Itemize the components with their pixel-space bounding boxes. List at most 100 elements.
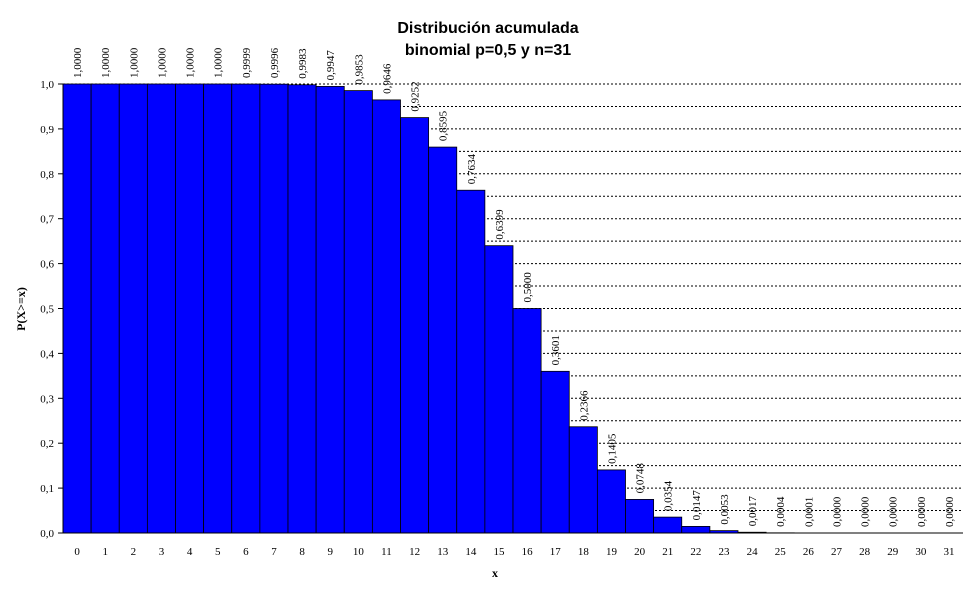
data-label: 0,9996	[269, 47, 281, 78]
chart-title-line-2: binomial p=0,5 y n=31	[405, 42, 571, 59]
x-tick-label: 20	[634, 546, 646, 558]
x-tick-label: 9	[327, 546, 333, 558]
data-label: 0,0000	[888, 496, 900, 527]
data-label: 0,9983	[297, 48, 309, 79]
x-tick-label: 26	[803, 546, 815, 558]
data-label: 0,1405	[606, 433, 618, 464]
x-tick-label: 8	[299, 546, 305, 558]
x-tick-label: 10	[353, 546, 365, 558]
data-label: 0,0017	[747, 495, 759, 526]
data-label: 0,0000	[860, 496, 872, 527]
data-label: 0,9853	[353, 54, 365, 85]
data-label: 0,2366	[578, 390, 590, 421]
x-tick-label: 3	[159, 546, 165, 558]
data-label: 0,6399	[494, 209, 506, 240]
bar	[260, 84, 288, 533]
bar	[372, 100, 400, 533]
x-tick-label: 21	[662, 546, 673, 558]
y-tick-label: 0,8	[40, 169, 54, 181]
bar	[119, 84, 147, 533]
x-tick-label: 0	[74, 546, 80, 558]
bar	[569, 427, 597, 533]
bar	[626, 499, 654, 533]
bar	[232, 84, 260, 533]
x-tick-label: 22	[690, 546, 701, 558]
x-tick-label: 28	[859, 546, 871, 558]
data-label: 0,0053	[719, 494, 731, 525]
x-tick-label: 25	[775, 546, 787, 558]
x-tick-label: 4	[187, 546, 193, 558]
data-label: 0,0147	[691, 490, 703, 521]
data-label: 0,0004	[775, 496, 787, 527]
y-tick-label: 1,0	[40, 79, 54, 91]
y-tick-label: 0,4	[40, 348, 54, 360]
bar	[63, 84, 91, 533]
data-label: 0,9252	[410, 81, 422, 111]
x-axis-label: x	[492, 566, 498, 580]
x-tick-label: 11	[381, 546, 392, 558]
bar	[485, 246, 513, 533]
bar	[204, 84, 232, 533]
data-label: 1,0000	[100, 47, 112, 78]
x-tick-label: 30	[915, 546, 927, 558]
bar	[147, 84, 175, 533]
x-tick-label: 18	[578, 546, 590, 558]
y-tick-label: 0,0	[40, 528, 54, 540]
x-tick-label: 15	[493, 546, 505, 558]
x-tick-label: 12	[409, 546, 420, 558]
bar	[176, 84, 204, 533]
y-tick-label: 0,7	[40, 214, 54, 226]
bar	[401, 118, 429, 533]
data-label: 0,8595	[438, 110, 450, 141]
data-label: 0,5000	[522, 272, 534, 303]
bar	[91, 84, 119, 533]
y-tick-label: 0,6	[40, 259, 54, 271]
data-label: 1,0000	[128, 47, 140, 78]
bar	[513, 309, 541, 534]
data-label: 0,9947	[325, 50, 337, 81]
bar	[316, 86, 344, 533]
y-tick-label: 0,9	[40, 124, 54, 136]
x-tick-label: 23	[718, 546, 730, 558]
x-tick-label: 31	[943, 546, 954, 558]
x-tick-label: 16	[522, 546, 534, 558]
data-label: 0,0000	[944, 496, 956, 527]
x-tick-label: 2	[131, 546, 137, 558]
x-tick-label: 5	[215, 546, 221, 558]
x-tick-label: 29	[887, 546, 899, 558]
data-label: 1,0000	[213, 47, 225, 78]
data-label: 0,9999	[241, 47, 253, 78]
data-label: 0,0001	[803, 497, 815, 527]
bar	[288, 85, 316, 533]
y-tick-label: 0,3	[40, 393, 54, 405]
x-tick-label: 17	[550, 546, 562, 558]
x-tick-label: 13	[437, 546, 449, 558]
bar	[429, 147, 457, 533]
data-label: 0,0000	[916, 496, 928, 527]
y-tick-label: 0,1	[40, 483, 54, 495]
x-tick-label: 19	[606, 546, 618, 558]
bar	[344, 91, 372, 533]
x-tick-label: 6	[243, 546, 249, 558]
data-label: 0,0354	[663, 480, 675, 511]
bar	[654, 517, 682, 533]
data-label: 1,0000	[185, 47, 197, 78]
x-tick-label: 27	[831, 546, 843, 558]
data-label: 0,0748	[635, 463, 647, 494]
data-label: 1,0000	[156, 47, 168, 78]
y-tick-label: 0,5	[40, 304, 54, 316]
x-tick-label: 14	[465, 546, 477, 558]
y-axis-label: P(X>=x)	[14, 287, 28, 331]
data-label: 0,9646	[381, 63, 393, 94]
data-label: 0,0000	[831, 496, 843, 527]
data-label: 0,7634	[466, 153, 478, 184]
y-tick-label: 0,2	[40, 438, 54, 450]
bar	[457, 190, 485, 533]
data-label: 1,0000	[72, 47, 84, 78]
chart-title-line-1: Distribución acumulada	[397, 20, 578, 37]
x-tick-label: 24	[747, 546, 759, 558]
bar	[597, 470, 625, 533]
x-tick-label: 1	[102, 546, 108, 558]
